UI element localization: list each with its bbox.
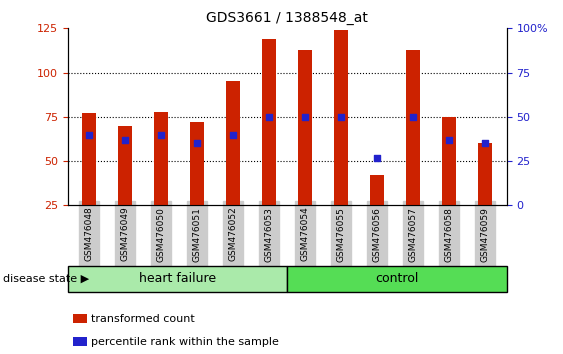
Point [373, 155, 382, 160]
Text: percentile rank within the sample: percentile rank within the sample [91, 337, 279, 347]
Bar [370, 175, 385, 205]
Bar [154, 112, 168, 205]
Point [301, 114, 310, 120]
Bar [406, 50, 421, 205]
Bar [478, 143, 492, 205]
Point [229, 132, 238, 137]
Point [265, 114, 274, 120]
Point [481, 141, 490, 146]
Point [120, 137, 129, 143]
Point [337, 114, 346, 120]
Point [445, 137, 454, 143]
Point [193, 141, 202, 146]
Bar [298, 50, 312, 205]
Bar [190, 122, 204, 205]
Point [409, 114, 418, 120]
Point [157, 132, 166, 137]
Bar [442, 117, 456, 205]
Text: control: control [375, 272, 419, 285]
Title: GDS3661 / 1388548_at: GDS3661 / 1388548_at [206, 11, 368, 24]
Bar [118, 126, 132, 205]
Point [84, 132, 93, 137]
Text: disease state ▶: disease state ▶ [3, 274, 89, 284]
Bar [226, 81, 240, 205]
Text: heart failure: heart failure [139, 272, 216, 285]
Bar [82, 113, 96, 205]
Bar [334, 30, 348, 205]
Text: transformed count: transformed count [91, 314, 195, 324]
Bar [262, 39, 276, 205]
